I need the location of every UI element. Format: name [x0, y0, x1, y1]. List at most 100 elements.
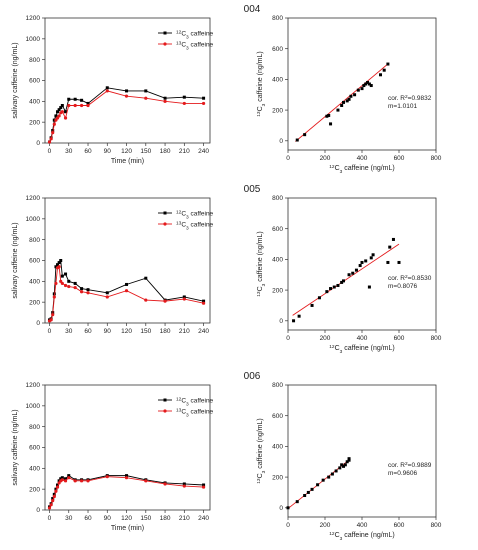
scatter-point: [306, 490, 310, 494]
scatter-point: [353, 93, 357, 97]
data-point: [105, 291, 109, 295]
data-point: [55, 485, 60, 489]
x-tick-label: 0: [286, 335, 290, 342]
data-point: [67, 103, 71, 108]
data-point: [52, 492, 56, 496]
x-tick-label: 120: [121, 515, 132, 522]
legend-label-part-2: C: [181, 30, 186, 37]
x-tick-label: 150: [140, 515, 151, 522]
data-point: [56, 110, 60, 114]
data-point: [51, 130, 55, 135]
legend-label-part-4: caffeine: [189, 30, 214, 37]
x-tick-label: 90: [104, 515, 112, 522]
scatter-point: [342, 464, 345, 468]
scatter-chart-frame: [287, 17, 437, 151]
x-tick-label: 180: [160, 328, 171, 335]
data-point: [182, 95, 186, 99]
scatter-point: [297, 314, 301, 318]
data-point: [54, 487, 58, 491]
data-point: [60, 281, 64, 286]
x-tick-label: 0: [286, 522, 290, 529]
legend-swatch-marker: [163, 409, 167, 413]
data-point: [57, 265, 61, 269]
data-point: [105, 89, 109, 93]
data-point: [124, 476, 129, 480]
scatter-chart-ylabel-part-3: 3: [261, 103, 267, 106]
x-tick-label: 210: [179, 148, 190, 155]
scatter-point: [310, 487, 314, 491]
legend-label-part-2: C: [181, 210, 186, 217]
fit-annotation-r2-part-1: 2: [405, 460, 408, 466]
scatter-point: [325, 114, 329, 118]
data-point: [59, 259, 63, 262]
data-point: [163, 96, 167, 100]
y-tick-label: 200: [29, 486, 40, 493]
scatter-point: [397, 260, 401, 264]
series-line-1: [49, 265, 204, 322]
legend-swatch-marker: [163, 398, 167, 402]
x-tick-label: 210: [179, 328, 190, 335]
scatter-point: [327, 113, 331, 117]
y-tick-label: 1200: [26, 382, 41, 389]
data-point: [201, 301, 206, 305]
x-tick-label: 600: [394, 522, 405, 529]
scatter-point: [351, 271, 355, 275]
series-line-0: [49, 259, 204, 321]
scatter-point: [347, 458, 351, 462]
x-tick-label: 150: [140, 328, 151, 335]
data-point: [51, 497, 55, 501]
y-tick-label: 200: [272, 107, 283, 114]
scatter-chart-ylabel-part-4: caffeine (ng/mL): [257, 418, 264, 470]
legend-swatch-marker: [163, 211, 167, 215]
series-line-1: [49, 90, 204, 143]
data-point: [64, 110, 68, 114]
scatter-point: [362, 84, 366, 88]
scatter-point: [295, 138, 299, 142]
scatter-chart-ylabel-part-3: 3: [261, 470, 267, 473]
legend-label-part-4: caffeine: [189, 221, 214, 228]
scatter-chart-frame: [287, 197, 437, 331]
data-point: [80, 287, 84, 291]
x-tick-label: 120: [121, 328, 132, 335]
scatter-point: [345, 99, 349, 103]
data-point: [79, 103, 84, 108]
scatter-point: [303, 494, 307, 498]
scatter-point: [342, 279, 345, 283]
data-point: [60, 110, 64, 114]
scatter-point: [336, 108, 340, 112]
x-tick-label: 210: [179, 515, 190, 522]
data-point: [163, 299, 167, 303]
scatter-point: [349, 94, 353, 98]
legend-label-part-3: 3: [186, 34, 189, 40]
scatter-point: [336, 283, 340, 287]
scatter-point: [367, 285, 371, 289]
fit-annotation-r2-part-0: cor. R: [388, 275, 405, 282]
y-tick-label: 0: [279, 505, 283, 512]
legend-label-part-2: C: [181, 221, 186, 228]
data-point: [49, 318, 53, 322]
scatter-point: [371, 253, 375, 257]
scatter-point: [292, 319, 296, 323]
y-tick-label: 600: [29, 78, 40, 85]
x-tick-label: 60: [84, 148, 92, 155]
scatter-chart-xlabel-part-2: C: [335, 532, 340, 539]
legend-label-part-1: 13: [176, 407, 182, 413]
x-tick-label: 400: [357, 155, 368, 162]
scatter-point: [303, 133, 307, 137]
legend-label-part-1: 12: [176, 209, 182, 215]
scatter-chart-ylabel-part-2: C: [257, 473, 264, 478]
data-point: [86, 479, 90, 483]
time-chart-006: 0 30 60 90 120 150 180 210 240 0 200 400 600 800 1000 1…: [12, 382, 214, 532]
data-point: [49, 137, 53, 141]
data-point: [86, 291, 90, 295]
data-point: [79, 290, 84, 294]
scatter-point: [321, 478, 325, 482]
y-tick-label: 0: [279, 318, 283, 325]
data-point: [73, 281, 77, 285]
data-point: [144, 479, 148, 483]
data-point: [51, 313, 55, 317]
data-point: [60, 478, 64, 482]
x-tick-label: 120: [121, 148, 132, 155]
